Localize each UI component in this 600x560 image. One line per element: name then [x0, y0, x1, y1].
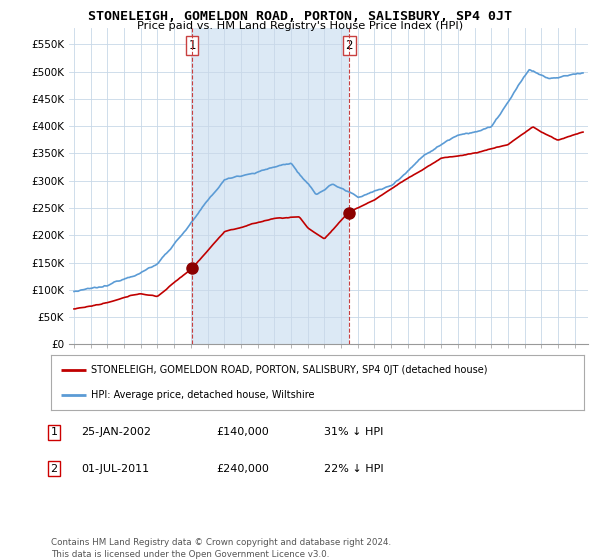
Bar [192, 28, 349, 344]
Text: STONELEIGH, GOMELDON ROAD, PORTON, SALISBURY, SP4 0JT: STONELEIGH, GOMELDON ROAD, PORTON, SALIS… [88, 10, 512, 23]
Text: 2: 2 [346, 39, 353, 52]
Text: 31% ↓ HPI: 31% ↓ HPI [324, 427, 383, 437]
Text: STONELEIGH, GOMELDON ROAD, PORTON, SALISBURY, SP4 0JT (detached house): STONELEIGH, GOMELDON ROAD, PORTON, SALIS… [91, 365, 487, 375]
Text: 1: 1 [188, 39, 196, 52]
Text: £140,000: £140,000 [216, 427, 269, 437]
Text: 1: 1 [50, 427, 58, 437]
Text: Price paid vs. HM Land Registry's House Price Index (HPI): Price paid vs. HM Land Registry's House … [137, 21, 463, 31]
Text: HPI: Average price, detached house, Wiltshire: HPI: Average price, detached house, Wilt… [91, 390, 314, 400]
Text: Contains HM Land Registry data © Crown copyright and database right 2024.
This d: Contains HM Land Registry data © Crown c… [51, 538, 391, 559]
Text: 2: 2 [50, 464, 58, 474]
Text: 01-JUL-2011: 01-JUL-2011 [81, 464, 149, 474]
Text: £240,000: £240,000 [216, 464, 269, 474]
Text: 25-JAN-2002: 25-JAN-2002 [81, 427, 151, 437]
Text: 22% ↓ HPI: 22% ↓ HPI [324, 464, 383, 474]
